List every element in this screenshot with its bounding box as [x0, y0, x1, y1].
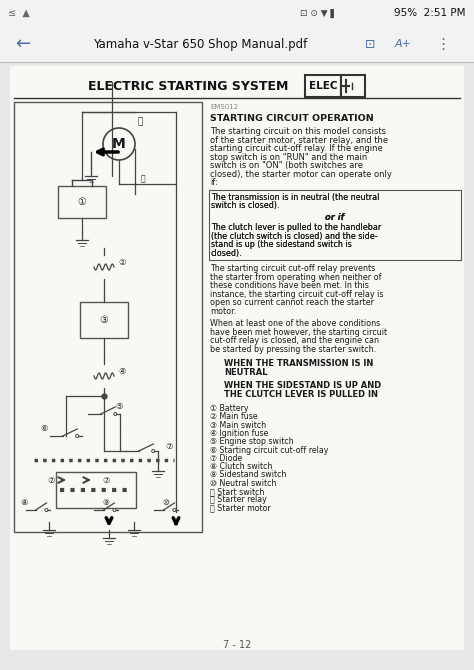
Text: ⑩: ⑩ — [163, 498, 169, 507]
Text: these conditions have been met. In this: these conditions have been met. In this — [210, 281, 369, 290]
Bar — [0, 0, 474, 26]
Text: A+: A+ — [395, 39, 412, 49]
Text: ①: ① — [78, 197, 86, 207]
Text: ⑨: ⑨ — [102, 498, 109, 507]
Text: instance, the starting circuit cut-off relay is: instance, the starting circuit cut-off r… — [210, 289, 383, 299]
Text: The transmission is in neutral (the neutral: The transmission is in neutral (the neut… — [211, 192, 379, 202]
Text: The clutch lever is pulled to the handlebar: The clutch lever is pulled to the handle… — [211, 223, 381, 232]
Text: closed).: closed). — [211, 249, 243, 257]
Text: ②: ② — [118, 257, 126, 267]
Text: ⑩ Neutral switch: ⑩ Neutral switch — [210, 478, 276, 488]
Text: switch is on "ON" (both switches are: switch is on "ON" (both switches are — [210, 161, 363, 170]
Text: switch is closed).: switch is closed). — [211, 201, 280, 210]
Text: ⑦: ⑦ — [102, 476, 110, 484]
Bar — [305, 75, 341, 97]
Text: ⊡ ⊙ ▼ ▌: ⊡ ⊙ ▼ ▌ — [300, 9, 337, 17]
Text: ⑥: ⑥ — [40, 423, 48, 433]
Text: open so current cannot reach the starter: open so current cannot reach the starter — [210, 298, 374, 307]
Text: When at least one of the above conditions: When at least one of the above condition… — [210, 319, 380, 328]
Circle shape — [152, 450, 155, 452]
Bar — [58, 186, 106, 218]
Text: ④: ④ — [118, 366, 126, 375]
Text: The starting circuit on this model consists: The starting circuit on this model consi… — [210, 127, 386, 136]
Circle shape — [114, 413, 117, 415]
Circle shape — [173, 509, 176, 511]
Text: ⑪ Start switch: ⑪ Start switch — [210, 487, 264, 496]
Text: ③ Main switch: ③ Main switch — [210, 421, 266, 429]
Text: ⑬: ⑬ — [137, 117, 143, 127]
Text: 7 - 12: 7 - 12 — [223, 640, 251, 650]
Text: ≤  ▲: ≤ ▲ — [8, 8, 30, 18]
Text: ⑦: ⑦ — [165, 442, 173, 450]
Text: ⑥ Starting circuit cut-off relay: ⑥ Starting circuit cut-off relay — [210, 446, 328, 454]
Bar — [10, 66, 464, 650]
Text: Yamaha v-Star 650 Shop Manual.pdf: Yamaha v-Star 650 Shop Manual.pdf — [93, 38, 307, 50]
Text: ⑫ Starter relay: ⑫ Starter relay — [210, 495, 267, 505]
Text: ⑨ Sidestand switch: ⑨ Sidestand switch — [210, 470, 286, 480]
Text: ELEC: ELEC — [309, 81, 337, 91]
Text: The transmission is in neutral (the neutral: The transmission is in neutral (the neut… — [211, 192, 379, 202]
Text: motor.: motor. — [210, 306, 236, 316]
Text: closed).: closed). — [211, 249, 243, 257]
Text: ←: ← — [15, 35, 30, 53]
Text: ⑦: ⑦ — [47, 476, 55, 484]
Text: stand is up (the sidestand switch is: stand is up (the sidestand switch is — [211, 240, 352, 249]
Circle shape — [45, 509, 48, 511]
Text: The starting circuit cut-off relay prevents: The starting circuit cut-off relay preve… — [210, 264, 375, 273]
Text: WHEN THE SIDESTAND IS UP AND: WHEN THE SIDESTAND IS UP AND — [224, 381, 381, 390]
Text: ⊡: ⊡ — [365, 38, 375, 50]
Bar — [0, 26, 474, 62]
Text: stop switch is on "RUN" and the main: stop switch is on "RUN" and the main — [210, 153, 367, 161]
Bar — [341, 75, 365, 97]
Text: of the starter motor, starter relay, and the: of the starter motor, starter relay, and… — [210, 135, 388, 145]
Text: WHEN THE TRANSMISSION IS IN: WHEN THE TRANSMISSION IS IN — [224, 359, 374, 368]
Bar — [209, 190, 461, 260]
Text: ⑫: ⑫ — [141, 174, 146, 184]
Text: ⋮: ⋮ — [435, 36, 450, 52]
Bar — [14, 102, 202, 532]
Text: or if: or if — [325, 212, 345, 222]
Text: starting circuit cut-off relay. If the engine: starting circuit cut-off relay. If the e… — [210, 144, 383, 153]
Text: THE CLUTCH LEVER IS PULLED IN: THE CLUTCH LEVER IS PULLED IN — [224, 390, 378, 399]
Text: closed), the starter motor can operate only: closed), the starter motor can operate o… — [210, 170, 392, 178]
Text: The clutch lever is pulled to the handlebar: The clutch lever is pulled to the handle… — [211, 223, 381, 232]
Text: ① Battery: ① Battery — [210, 404, 248, 413]
Text: ⑧: ⑧ — [20, 498, 28, 507]
Text: NEUTRAL: NEUTRAL — [224, 368, 267, 377]
Text: ④ Ignition fuse: ④ Ignition fuse — [210, 429, 268, 438]
Text: STARTING CIRCUIT OPERATION: STARTING CIRCUIT OPERATION — [210, 114, 374, 123]
Circle shape — [76, 435, 79, 438]
Text: ③: ③ — [100, 315, 109, 325]
Bar — [56, 472, 136, 508]
Text: the starter from operating when neither of: the starter from operating when neither … — [210, 273, 382, 281]
Text: (the clutch switch is closed) and the side-: (the clutch switch is closed) and the si… — [211, 232, 378, 241]
Text: ⑬ Starter motor: ⑬ Starter motor — [210, 504, 271, 513]
Text: cut-off relay is closed, and the engine can: cut-off relay is closed, and the engine … — [210, 336, 379, 345]
Text: 95%  2:51 PM: 95% 2:51 PM — [394, 8, 466, 18]
Text: EMS012: EMS012 — [210, 104, 238, 110]
Text: ELECTRIC STARTING SYSTEM: ELECTRIC STARTING SYSTEM — [88, 80, 288, 92]
Text: have been met however, the starting circuit: have been met however, the starting circ… — [210, 328, 387, 336]
Text: be started by pressing the starter switch.: be started by pressing the starter switc… — [210, 344, 376, 354]
Text: stand is up (the sidestand switch is: stand is up (the sidestand switch is — [211, 240, 352, 249]
Circle shape — [113, 509, 116, 511]
Text: ⑤: ⑤ — [115, 401, 123, 411]
Text: or if: or if — [325, 212, 345, 222]
Text: M: M — [112, 137, 126, 151]
Text: ⑦ Diode: ⑦ Diode — [210, 454, 242, 463]
Text: if:: if: — [210, 178, 218, 187]
Text: ⑤ Engine stop switch: ⑤ Engine stop switch — [210, 438, 293, 446]
Text: ② Main fuse: ② Main fuse — [210, 412, 258, 421]
Text: ⑧ Clutch switch: ⑧ Clutch switch — [210, 462, 273, 471]
Text: switch is closed).: switch is closed). — [211, 201, 280, 210]
Bar — [80, 302, 128, 338]
Text: (the clutch switch is closed) and the side-: (the clutch switch is closed) and the si… — [211, 232, 378, 241]
